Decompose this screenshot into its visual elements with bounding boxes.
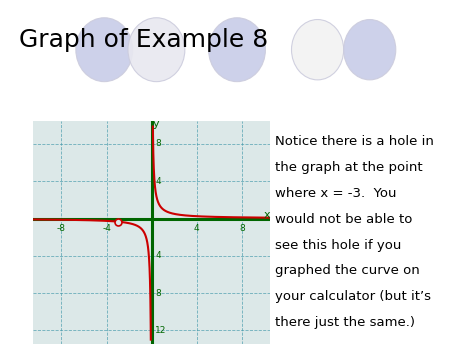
Text: 12: 12	[155, 326, 166, 335]
Ellipse shape	[128, 18, 185, 82]
Text: where x = -3.  You: where x = -3. You	[275, 187, 396, 200]
Text: there just the same.): there just the same.)	[275, 316, 415, 329]
Text: Graph of Example 8: Graph of Example 8	[19, 28, 268, 53]
Text: -8: -8	[57, 224, 66, 233]
Ellipse shape	[344, 20, 396, 80]
Text: 8: 8	[239, 224, 245, 233]
Text: x: x	[264, 210, 270, 220]
Ellipse shape	[292, 20, 344, 80]
Text: y: y	[153, 119, 160, 130]
Text: the graph at the point: the graph at the point	[275, 161, 422, 174]
Ellipse shape	[209, 18, 265, 82]
Text: graphed the curve on: graphed the curve on	[275, 264, 419, 278]
Text: 4: 4	[155, 251, 161, 260]
Text: would not be able to: would not be able to	[275, 213, 412, 226]
Ellipse shape	[76, 18, 133, 82]
Text: Notice there is a hole in: Notice there is a hole in	[275, 135, 434, 148]
Text: 4: 4	[155, 177, 161, 186]
Text: 8: 8	[155, 289, 161, 297]
Text: -4: -4	[102, 224, 111, 233]
Text: 4: 4	[194, 224, 200, 233]
Text: 8: 8	[155, 140, 161, 148]
Text: your calculator (but it’s: your calculator (but it’s	[275, 290, 431, 304]
Text: see this hole if you: see this hole if you	[275, 239, 401, 252]
